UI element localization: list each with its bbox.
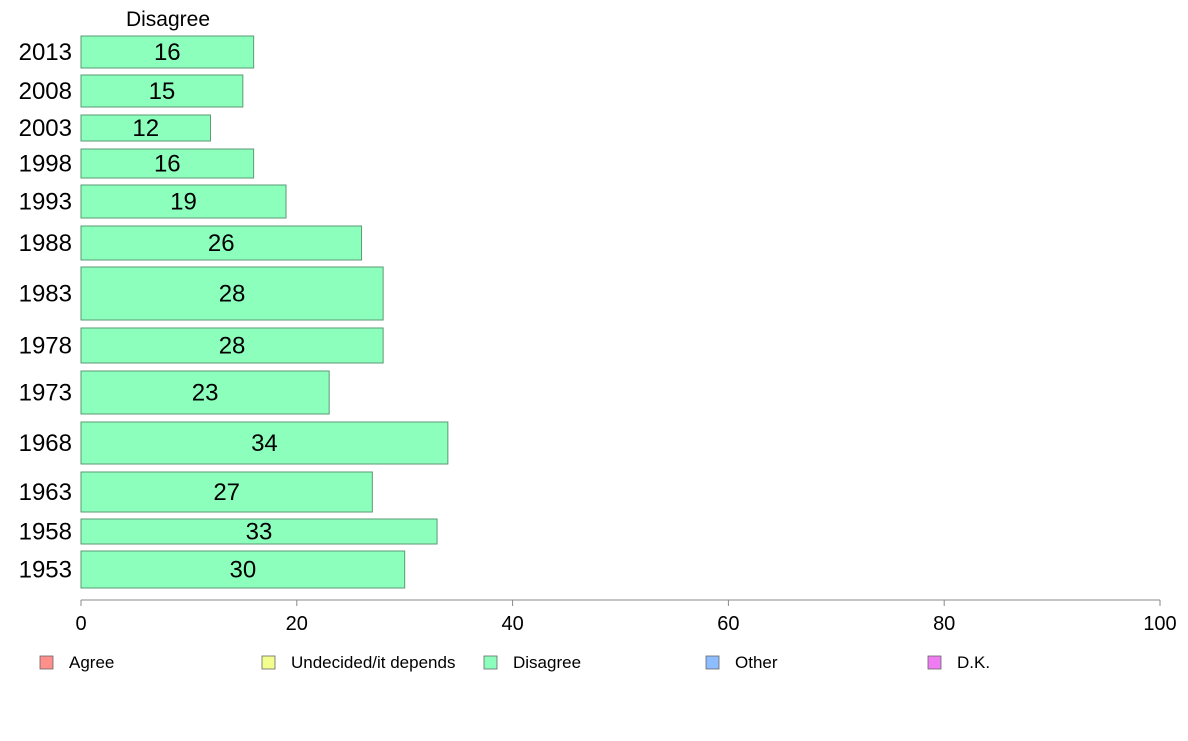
data-label: 15 [149,78,176,105]
legend-label: Undecided/it depends [291,653,455,672]
data-label: 26 [208,230,235,257]
category-label: 1958 [19,519,72,546]
data-label: 33 [246,519,273,546]
category-label: 1998 [19,151,72,178]
bar [80,35,255,69]
category-label: 1983 [19,281,72,308]
category-label: 1953 [19,557,72,584]
category-label: 1978 [19,333,72,360]
legend-swatch [483,655,498,670]
bar [80,327,384,364]
legend: Agree Undecided/it depends Disagree Other D.… [39,653,990,672]
legend-swatch [39,655,54,670]
data-label: 28 [219,333,246,360]
data-label: 19 [170,189,197,216]
bar [80,148,255,179]
category-label: 1993 [19,189,72,216]
category-label: 1973 [19,380,72,407]
data-label: 12 [132,115,159,142]
bar [80,550,406,589]
legend-label: Disagree [513,653,581,672]
bar [80,225,363,261]
bar [80,518,438,545]
category-label: 1968 [19,430,72,457]
legend-label: Other [735,653,778,672]
legend-label: D.K. [957,653,990,672]
bars-layer: 2013 16 2008 15 2003 12 1998 16 1993 19 1988 26 1983… [19,35,449,589]
tick-label: 20 [286,613,308,635]
x-axis: 0 20 40 60 80 100 [75,599,1177,635]
data-label: 30 [229,557,256,584]
tick-label: 100 [1143,613,1176,635]
data-label: 28 [219,281,246,308]
legend-swatch [705,655,720,670]
bar [80,266,384,321]
bar [80,74,244,108]
tick-label: 40 [501,613,523,635]
tick-label: 80 [933,613,955,635]
category-label: 1988 [19,230,72,257]
bar [80,370,330,415]
bar [80,184,287,219]
data-label: 23 [192,380,219,407]
data-label: 16 [154,151,181,178]
tick-label: 0 [75,613,86,635]
bar [80,471,373,513]
category-label: 2008 [19,78,72,105]
data-label: 27 [213,479,240,506]
tick-label: 60 [717,613,739,635]
category-label: 1963 [19,479,72,506]
category-label: 2003 [19,115,72,142]
legend-swatch [927,655,942,670]
legend-label: Agree [69,653,114,672]
chart-title: Disagree [126,8,210,31]
category-label: 2013 [19,39,72,66]
bar [80,421,449,465]
legend-swatch [261,655,276,670]
bar [80,114,211,142]
data-label: 16 [154,39,181,66]
data-label: 34 [251,430,278,457]
